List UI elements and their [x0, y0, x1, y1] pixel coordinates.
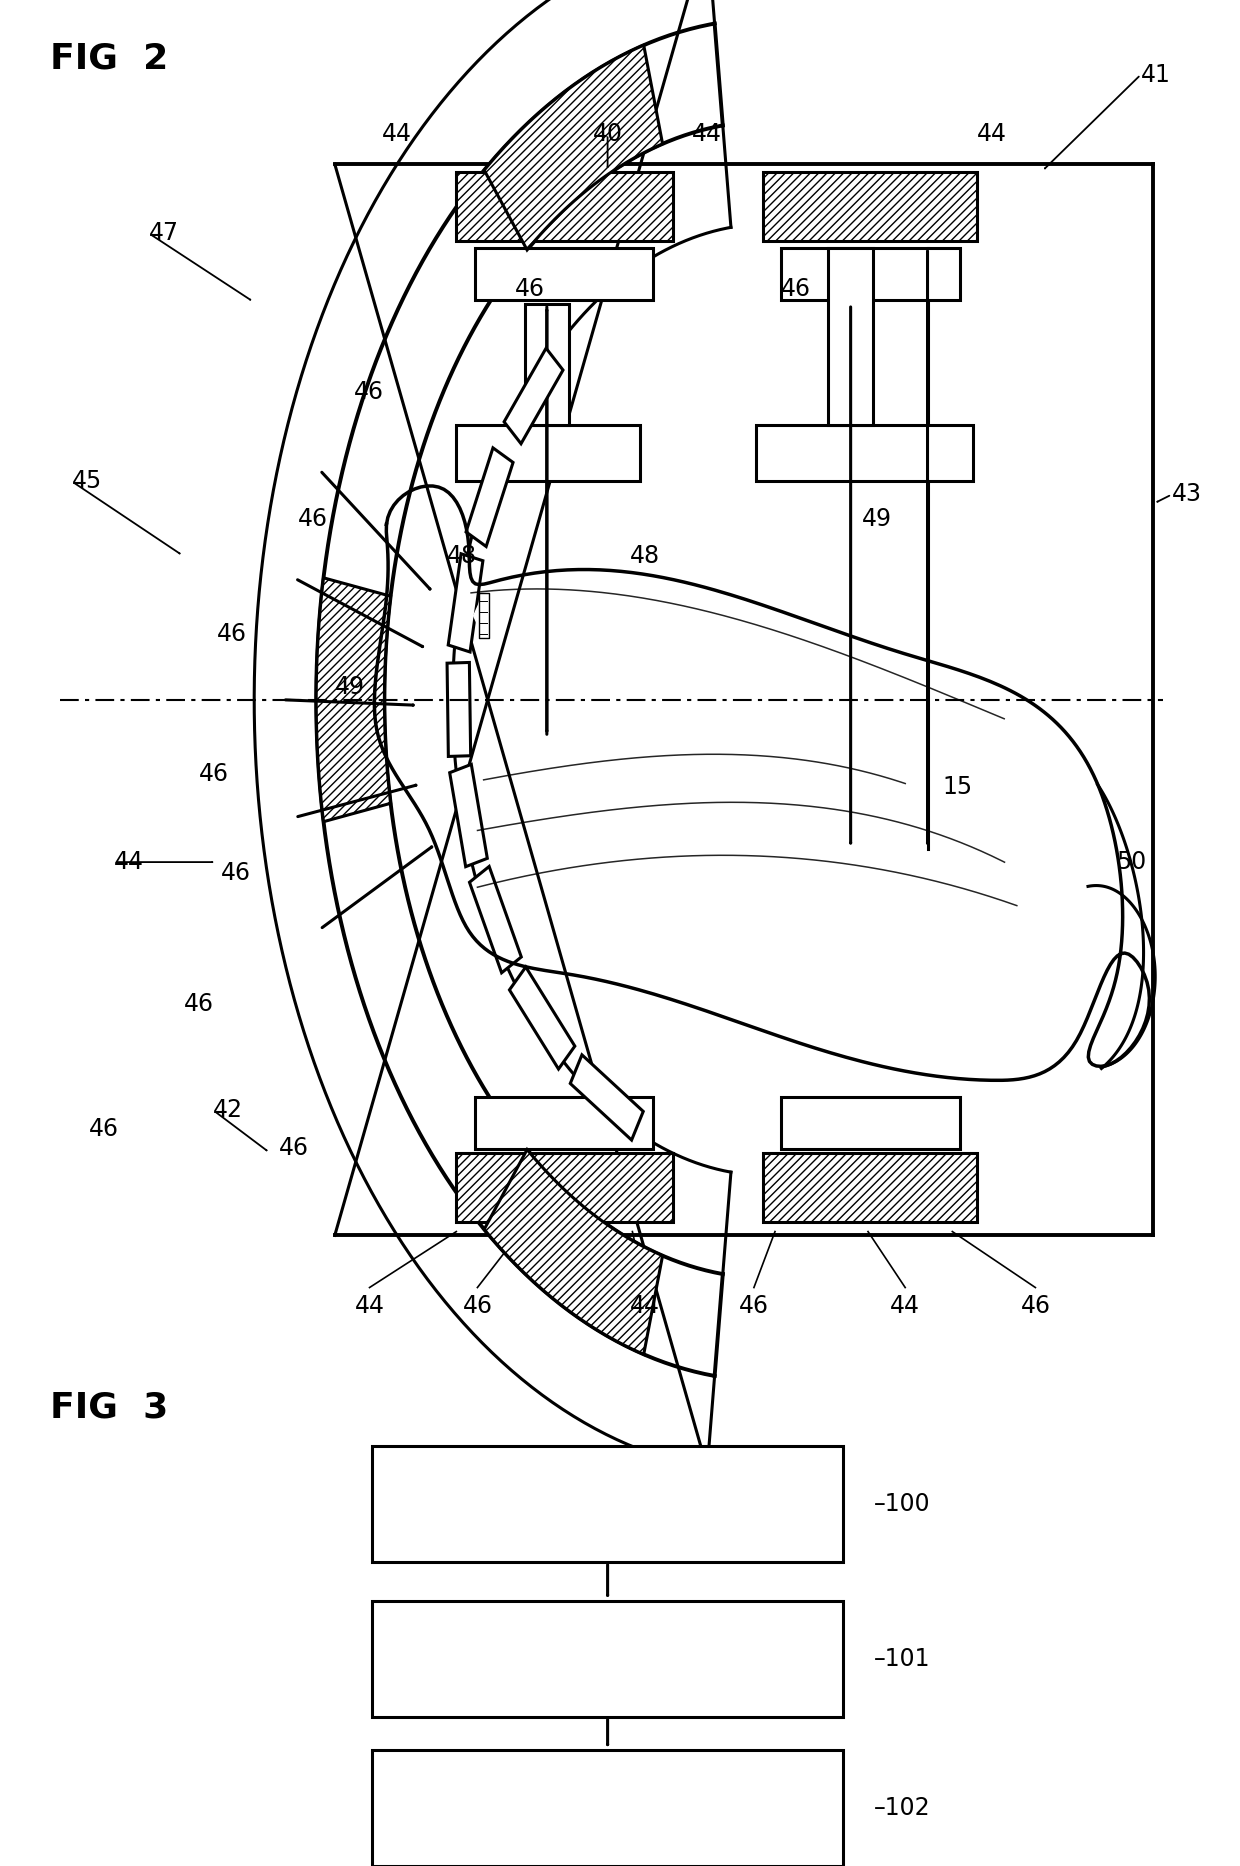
Text: FIG  2: FIG 2 — [50, 41, 167, 75]
Bar — [781, 1097, 960, 1149]
Bar — [456, 1153, 673, 1222]
Text: 45: 45 — [72, 470, 102, 493]
Bar — [781, 248, 960, 300]
Text: 46: 46 — [463, 1295, 492, 1317]
Text: 46: 46 — [217, 623, 247, 646]
Text: 46: 46 — [781, 278, 811, 300]
Polygon shape — [510, 967, 575, 1069]
Polygon shape — [316, 578, 391, 821]
Polygon shape — [448, 662, 471, 756]
Polygon shape — [448, 554, 482, 651]
Bar — [456, 172, 673, 241]
Text: 46: 46 — [298, 508, 327, 530]
Text: 43: 43 — [1172, 483, 1202, 506]
Text: 44: 44 — [355, 1295, 384, 1317]
Text: 49: 49 — [335, 675, 365, 698]
Text: 46: 46 — [739, 1295, 769, 1317]
Bar — [763, 1153, 977, 1222]
Text: 46: 46 — [184, 993, 213, 1015]
Polygon shape — [474, 593, 494, 638]
Bar — [475, 1097, 653, 1149]
Text: 47: 47 — [149, 222, 179, 244]
Text: 46: 46 — [89, 1118, 119, 1140]
Text: 50: 50 — [1116, 851, 1146, 873]
Polygon shape — [466, 448, 513, 547]
Polygon shape — [470, 866, 521, 972]
Text: 42: 42 — [213, 1099, 243, 1121]
Text: 46: 46 — [221, 862, 250, 884]
Bar — [763, 172, 977, 241]
Text: 44: 44 — [382, 123, 412, 146]
Bar — [372, 1750, 843, 1866]
Text: –102: –102 — [874, 1797, 931, 1819]
Bar — [525, 304, 569, 425]
Text: 48: 48 — [630, 545, 660, 567]
Text: 44: 44 — [630, 1295, 660, 1317]
Text: 48: 48 — [448, 545, 477, 567]
Bar — [372, 1446, 843, 1562]
Polygon shape — [484, 45, 662, 250]
Text: –100: –100 — [874, 1493, 931, 1515]
Text: 44: 44 — [692, 123, 722, 146]
Text: 46: 46 — [515, 278, 544, 300]
Text: 46: 46 — [198, 763, 228, 786]
Polygon shape — [570, 1054, 644, 1140]
Polygon shape — [505, 349, 563, 444]
Text: 46: 46 — [279, 1136, 309, 1159]
Text: 15: 15 — [942, 776, 972, 799]
Text: –101: –101 — [874, 1648, 931, 1670]
Bar — [756, 425, 973, 481]
Polygon shape — [450, 765, 487, 866]
Text: FIG  3: FIG 3 — [50, 1390, 167, 1424]
Bar — [475, 248, 653, 300]
Text: 40: 40 — [593, 123, 622, 146]
Text: 44: 44 — [890, 1295, 920, 1317]
Text: 41: 41 — [1141, 63, 1171, 86]
Text: 44: 44 — [114, 851, 144, 873]
Text: 49: 49 — [862, 508, 892, 530]
Text: 46: 46 — [353, 381, 383, 403]
Polygon shape — [484, 1149, 662, 1355]
Bar — [456, 425, 640, 481]
Text: 46: 46 — [1021, 1295, 1050, 1317]
Text: 44: 44 — [977, 123, 1007, 146]
Bar — [372, 1601, 843, 1717]
Bar — [828, 248, 873, 425]
